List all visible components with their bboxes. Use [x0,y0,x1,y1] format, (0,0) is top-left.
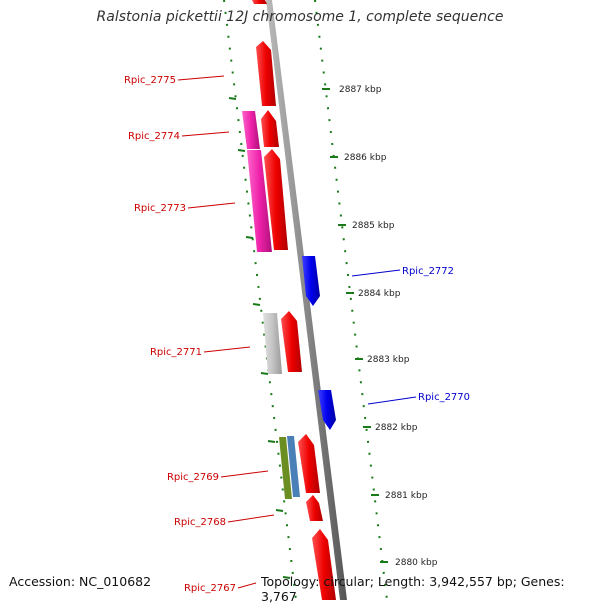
gene-arrow-rpic-2773[interactable] [264,149,288,250]
gene-block-grey[interactable] [263,313,282,374]
gene-arrow-rpic-2772[interactable] [302,256,320,306]
map-title: Ralstonia pickettii 12J chromosome 1, co… [96,9,504,25]
gene-arrow-rpic-2775[interactable] [256,41,276,106]
gene-arrow-rpic-2774[interactable] [261,110,279,147]
gene-block-magenta-b[interactable] [247,150,272,252]
gene-arrow-rpic-2771[interactable] [281,311,302,372]
scale-label-2881: 2881 kbp [385,491,428,501]
scale-label-2883: 2883 kbp [367,355,410,365]
gene-label-rpic-2774[interactable]: Rpic_2774 [128,131,180,142]
gene-label-rpic-2775[interactable]: Rpic_2775 [124,75,176,86]
gene-label-rpic-2767[interactable]: Rpic_2767 [184,583,236,594]
scale-label-2886: 2886 kbp [344,153,387,163]
gene-label-rpic-2773[interactable]: Rpic_2773 [134,203,186,214]
gene-label-rpic-2771[interactable]: Rpic_2771 [150,347,202,358]
gene-arrow-rpic-2767[interactable] [312,529,336,600]
gene-block-steelblue[interactable] [287,436,300,497]
scale-label-2887: 2887 kbp [339,85,382,95]
gene-block-magenta-a[interactable] [242,111,260,149]
scale-label-2885: 2885 kbp [352,221,395,231]
genome-backbone [266,0,347,600]
gene-label-rpic-2769[interactable]: Rpic_2769 [167,472,219,483]
scale-label-2880: 2880 kbp [395,558,438,568]
leader-lines [177,75,417,589]
scale-ticks [322,88,388,563]
gene-block-olive[interactable] [279,437,292,499]
left-track-marks [228,97,291,579]
gene-arrow-top-partial[interactable] [252,0,267,4]
left-marker-track [223,0,297,600]
gene-arrow-rpic-2768[interactable] [306,495,323,521]
scale-label-2882: 2882 kbp [375,423,418,433]
gene-label-rpic-2770[interactable]: Rpic_2770 [418,392,470,403]
gene-label-rpic-2768[interactable]: Rpic_2768 [174,517,226,528]
gene-arrow-rpic-2769[interactable] [298,434,320,493]
accession-text: Accession: NC_010682 [9,574,152,589]
scale-label-2884: 2884 kbp [358,289,401,299]
gene-label-rpic-2772[interactable]: Rpic_2772 [402,266,454,277]
gene-arrow-rpic-2770[interactable] [318,390,336,430]
